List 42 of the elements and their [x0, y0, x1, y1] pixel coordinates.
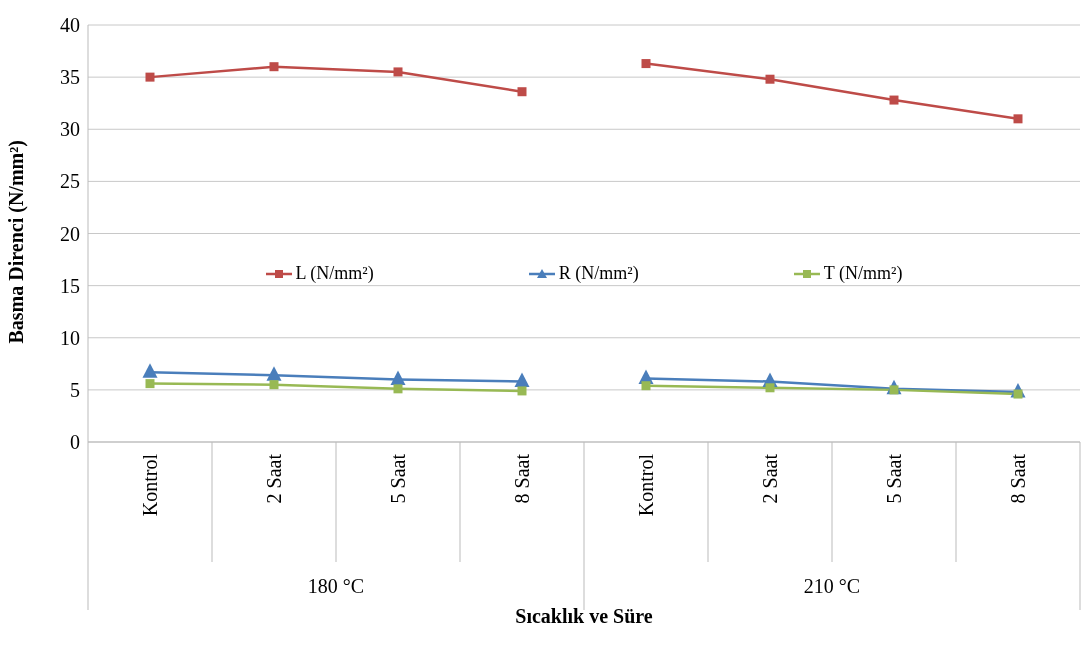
point [517, 386, 527, 396]
y-tick-label: 40 [60, 14, 80, 37]
x-tick-label: 8 Saat [511, 453, 533, 504]
y-tick-label: 5 [70, 378, 80, 401]
x-tick-label: 8 Saat [1007, 453, 1029, 504]
point [1013, 114, 1023, 124]
y-tick-label: 30 [60, 118, 80, 141]
x-tick-label: 5 Saat [387, 453, 409, 504]
point [641, 59, 651, 69]
x-tick-label: 2 Saat [759, 453, 781, 504]
y-tick-label: 0 [70, 431, 80, 454]
text: 210 °C [803, 575, 861, 597]
point [142, 363, 158, 378]
y-tick-label: 20 [60, 222, 80, 245]
x-tick-label: 5 Saat [883, 453, 905, 504]
point [889, 95, 899, 105]
point [266, 366, 282, 381]
y-tick-label: 10 [60, 326, 80, 349]
x-tick-label: Kontrol [139, 453, 161, 517]
x-tick-label: 2 Saat [263, 453, 285, 504]
point [269, 380, 279, 390]
y-tick-label: 15 [60, 274, 80, 297]
legend-label: T (N/mm²) [823, 263, 903, 284]
point [514, 372, 530, 388]
point [393, 384, 403, 394]
point [390, 370, 406, 385]
x-axis-title: Sıcaklık ve Süre [515, 605, 653, 627]
text: 180 °C [307, 575, 365, 597]
point [393, 67, 403, 77]
point [145, 72, 155, 82]
point [765, 383, 775, 393]
point [641, 381, 651, 391]
point [765, 74, 775, 84]
point [145, 379, 155, 389]
point [517, 87, 527, 97]
x-tick-label: Kontrol [635, 453, 657, 517]
legend-label: R (N/mm²) [558, 263, 639, 284]
y-tick-label: 25 [60, 170, 80, 193]
y-tick-label: 35 [60, 66, 80, 89]
point [269, 62, 279, 72]
y-axis-title: Basma Direnci (N/mm²) [5, 140, 29, 344]
legend-label: L (N/mm²) [295, 263, 374, 284]
